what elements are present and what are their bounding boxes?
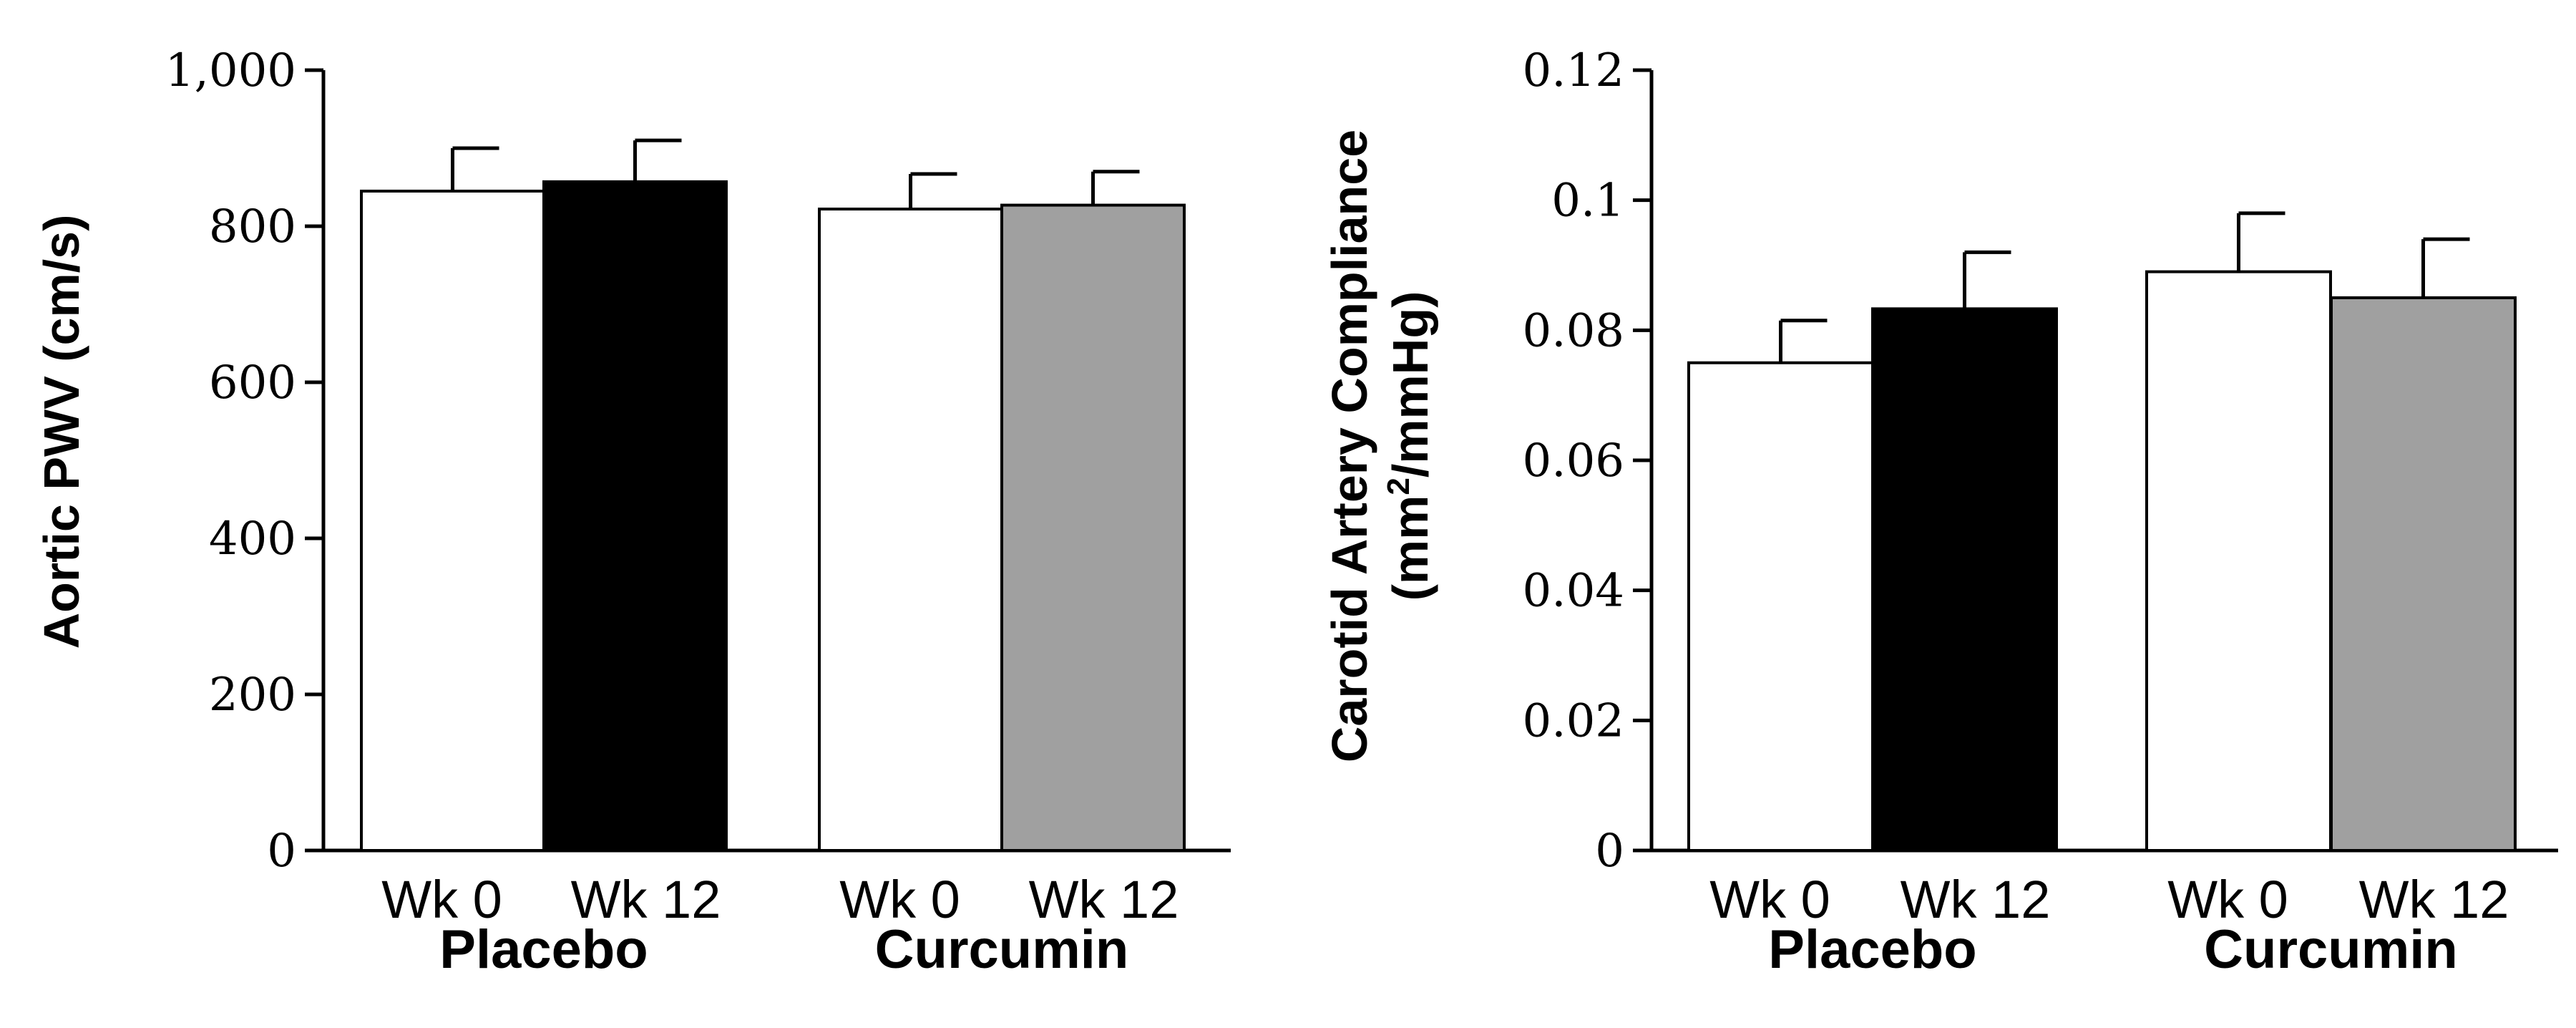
y-tick-label: 0.02 (1523, 694, 1625, 747)
category-label: Wk 0 (2167, 870, 2288, 929)
bar (2330, 296, 2517, 852)
y-tick-label: 0 (1595, 825, 1624, 878)
category-label: Wk 0 (381, 870, 502, 929)
category-label: Wk 0 (839, 870, 960, 929)
y-axis-title: Aortic PWV (cm/s) (34, 215, 89, 649)
bar (1687, 361, 1874, 852)
category-label: Wk 0 (1709, 870, 1830, 929)
y-tick-label: 600 (209, 357, 296, 409)
group-label: Placebo (1768, 919, 1976, 980)
y-tick-label: 0.06 (1523, 435, 1625, 488)
y-tick-label: 0.1 (1551, 175, 1624, 228)
category-label: Wk 12 (1901, 870, 2051, 929)
y-tick-label: 800 (209, 200, 296, 253)
group-label: Curcumin (875, 919, 1129, 980)
y-tick-label: 0.12 (1523, 44, 1625, 97)
group-label: Placebo (439, 919, 648, 980)
y-axis-title: Carotid Artery Compliance (1322, 130, 1377, 762)
bar (1871, 307, 2058, 852)
units-pre: (mm (1382, 495, 1438, 601)
y-tick-label: 0.04 (1523, 565, 1625, 618)
y-tick-label: 1,000 (165, 44, 296, 97)
bar (542, 180, 728, 852)
category-label: Wk 12 (571, 870, 721, 929)
y-tick-label: 0.08 (1523, 304, 1625, 357)
y-tick-label: 400 (209, 513, 296, 566)
bar (1000, 203, 1186, 852)
category-label: Wk 12 (1029, 870, 1179, 929)
units-superscript: 2 (1381, 477, 1416, 495)
bar (360, 189, 545, 852)
units-post: /mmHg) (1382, 291, 1438, 478)
y-axis-title-units: (mm2/mmHg) (1381, 291, 1438, 601)
group-label: Curcumin (2204, 919, 2458, 980)
category-label: Wk 12 (2359, 870, 2509, 929)
bar (2145, 270, 2332, 853)
y-tick-label: 200 (209, 669, 296, 722)
y-tick-label: 0 (267, 825, 296, 878)
bar (818, 208, 1003, 852)
